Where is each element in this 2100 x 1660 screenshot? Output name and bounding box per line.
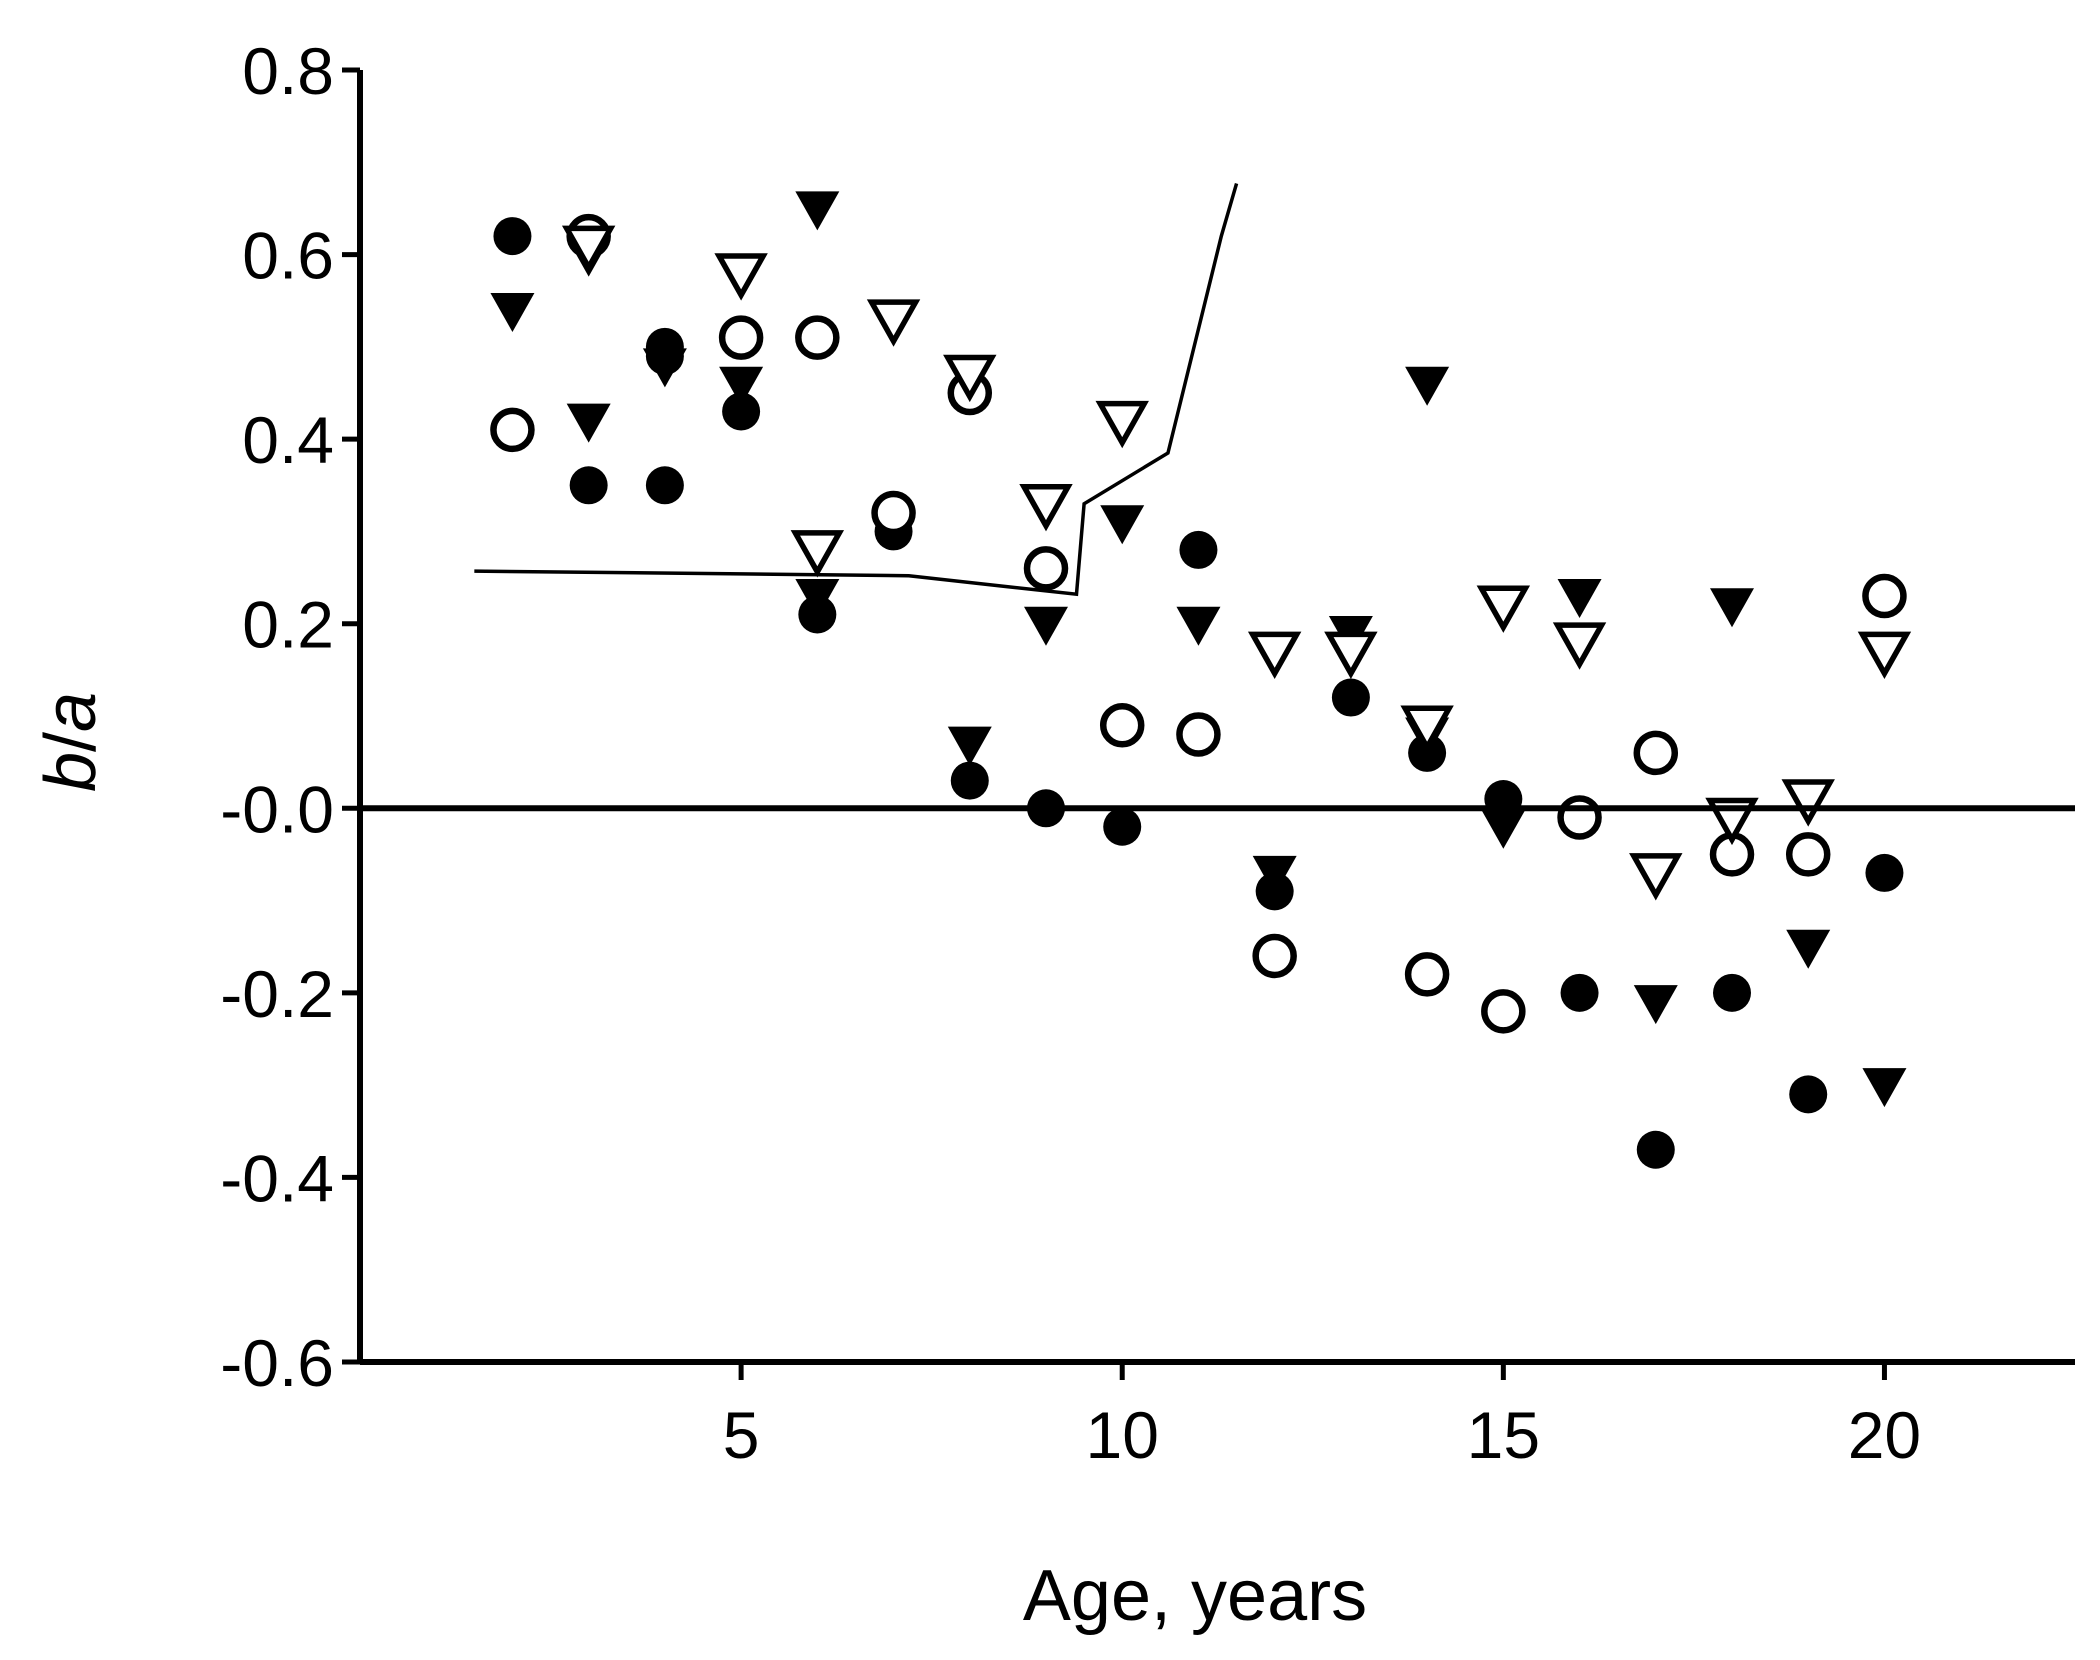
open-triangle-point [561,225,616,273]
filled-triangle-point [566,403,611,443]
y-tick-label: 0.6 [242,219,334,293]
filled-circle-point [1331,678,1370,717]
open-triangle-point [1324,631,1378,679]
x-tick-label: 15 [1467,1398,1540,1472]
y-tick-label: -0.4 [220,1141,334,1215]
open-circle-point [871,490,916,536]
reference-curve-layer [474,183,1239,597]
open-circle-point [1176,712,1221,757]
open-triangle-point [1781,779,1835,827]
filled-triangle-point [1176,606,1221,646]
filled-triangle-point [719,366,764,406]
open-circle-point [1862,573,1907,619]
filled-triangle-point [1024,606,1068,646]
open-triangle-point [943,354,997,403]
y-tick-label: 0.8 [242,34,334,108]
filled-triangle-point [1786,929,1831,969]
y-axis-title-a: a [31,692,111,732]
filled-circle-point [1179,530,1218,569]
open-triangle-point [714,253,768,301]
filled-triangle-point [1100,505,1145,545]
filled-triangle-point [1710,588,1754,628]
filled-triangle-point [1862,1068,1907,1108]
y-tick-label: -0.2 [220,957,334,1031]
open-triangle-point [1019,483,1073,532]
filled-circle-point [950,761,989,800]
filled-triangle-point [642,348,687,388]
open-circle-point [1785,832,1831,877]
open-triangle-point [1552,622,1607,670]
y-tick-label: -0.6 [220,1326,334,1400]
filled-triangle-point [1481,809,1526,849]
filled-triangle-point [1557,579,1602,619]
filled-circle-point [1789,1075,1828,1114]
y-tick-label: 0.2 [242,588,334,662]
y-axis-title-slash: / [31,732,111,752]
open-circle-point [1633,730,1679,776]
markers-layer [490,191,1912,1169]
open-circle-point [1481,989,1526,1034]
open-circle-point [490,407,535,453]
open-circle-point [1404,952,1450,997]
filled-circle-point [1103,807,1142,846]
filled-circle-point [1713,973,1751,1012]
filled-circle-point [493,217,532,256]
open-circle-point [1557,795,1602,840]
open-triangle-point [790,530,845,578]
x-tick-label: 20 [1848,1398,1921,1472]
filled-circle-point [645,466,684,505]
x-axis-title: Age, years [1023,1556,1367,1636]
filled-circle-point [1636,1130,1675,1169]
y-tick-label: 0.4 [242,403,334,477]
filled-triangle-point [1633,985,1678,1025]
open-circle-point [718,315,764,360]
filled-circle-point [1865,853,1904,892]
filled-triangle-point [795,579,840,619]
open-triangle-point [1095,400,1149,449]
filled-circle-point [1560,973,1599,1012]
filled-triangle-point [1252,855,1297,895]
open-circle-point [795,315,840,360]
filled-triangle-point [490,292,535,332]
open-triangle-point [1629,853,1683,901]
x-tick-label: 5 [723,1398,760,1472]
filled-circle-point [722,392,761,431]
open-triangle-point [1247,631,1302,679]
y-axis-title-b: b [31,752,111,792]
reference-curve-line [474,183,1239,597]
open-triangle-point [1857,631,1912,679]
y-axis-title: b/a [31,692,111,792]
x-tick-label: 10 [1086,1398,1159,1472]
filled-triangle-point [947,726,992,766]
filled-triangle-point [1405,366,1450,406]
open-triangle-point [1476,585,1531,633]
open-circle-point [1252,933,1297,979]
open-circle-point [1099,702,1145,748]
open-triangle-point [866,299,921,347]
open-triangle-point [1400,705,1454,753]
y-tick-label: -0.0 [220,772,334,846]
open-circle-point [1023,546,1069,591]
filled-circle-point [569,466,608,505]
axes-layer: 0.8 0.6 0.4 0.2 -0.0 -0.2 -0.4 -0.6 5 10 15 20 [220,34,2075,1472]
filled-triangle-point [795,191,840,231]
